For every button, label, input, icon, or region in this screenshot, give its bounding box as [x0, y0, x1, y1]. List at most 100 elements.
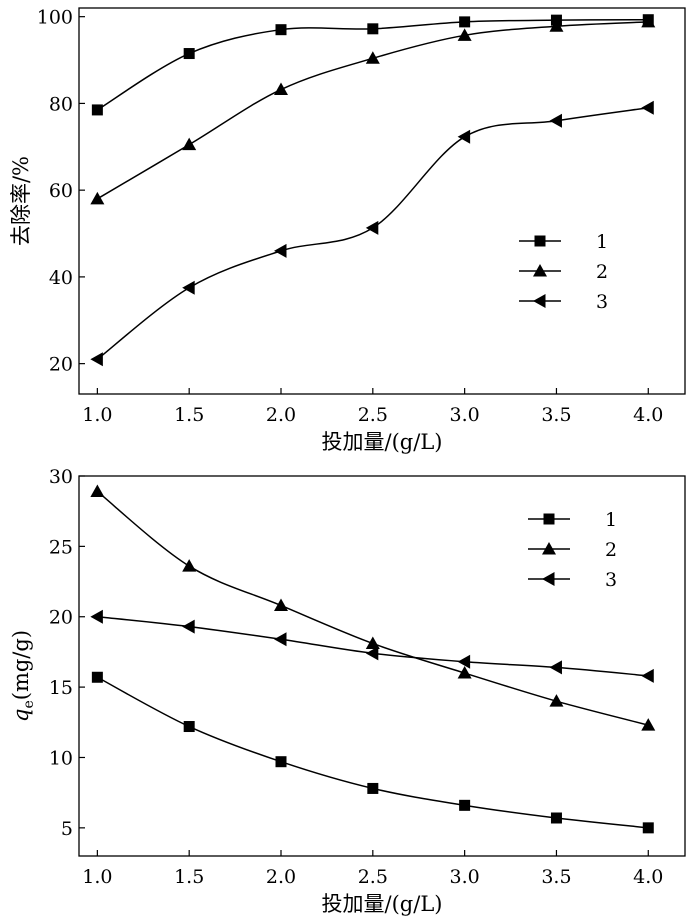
adsorption-capacity-chart: 1.0 1.5 2.0 2.5 3.0 3.5 4.0 5 10 15 20 25 30 投加量/(g/L… — [9, 466, 686, 916]
legend-label: 2 — [596, 261, 608, 283]
series-1-point — [91, 671, 103, 683]
legend-label: 3 — [605, 569, 617, 591]
y-axis-title: 去除率/% — [9, 156, 33, 246]
y-tick-label: 20 — [49, 354, 73, 376]
series-1-point — [642, 822, 654, 834]
series-3-point — [182, 619, 195, 634]
series-1-point — [367, 23, 379, 35]
legend-marker — [543, 513, 555, 525]
series-2-point — [274, 82, 288, 96]
series-3-point — [182, 280, 195, 295]
series-2-point — [549, 19, 564, 32]
series-2 — [90, 484, 656, 731]
legend-label: 1 — [596, 231, 608, 253]
series-2-point — [365, 51, 380, 64]
series-3-point — [274, 632, 287, 647]
y-tick-label: 30 — [49, 466, 73, 488]
series-2-point — [90, 484, 105, 497]
legend-item-3: 3 — [528, 569, 617, 591]
legend-label: 3 — [596, 291, 608, 313]
series-2-line — [96, 490, 649, 726]
series-3-point — [274, 243, 287, 258]
series-2-line — [96, 21, 649, 200]
series-2-point — [457, 666, 472, 679]
series-2-point — [549, 694, 564, 707]
plot-frame — [78, 475, 686, 857]
series-1-point — [275, 24, 287, 36]
y-tick-label: 10 — [49, 747, 73, 769]
y-tick-label: 15 — [49, 677, 73, 699]
series-2-point — [182, 137, 197, 151]
legend-item-3: 3 — [519, 291, 608, 313]
series-2-point — [182, 559, 197, 572]
series-3-point — [549, 113, 562, 128]
series-3-line — [96, 107, 649, 360]
x-tick-label: 2.5 — [358, 866, 388, 888]
series-3-point — [365, 220, 379, 235]
legend-marker — [542, 542, 556, 555]
x-tick-label: 2.0 — [266, 404, 296, 426]
y-tick-label: 60 — [49, 180, 73, 202]
series-3-point — [457, 129, 471, 144]
series-3-point — [641, 100, 654, 115]
series-3-point — [90, 352, 103, 367]
series-3 — [90, 609, 654, 683]
series-1 — [91, 671, 654, 834]
series-2 — [90, 14, 656, 205]
y-axis-title: qe(mg/g) — [9, 630, 37, 722]
x-tick-label: 1.5 — [174, 404, 204, 426]
series-1-point — [91, 104, 103, 116]
legend-item-2: 2 — [519, 261, 608, 283]
series-3-point — [549, 660, 562, 675]
y-tick-label: 20 — [49, 607, 73, 629]
series-2-point — [457, 28, 472, 41]
x-axis-title: 投加量/(g/L) — [322, 430, 443, 454]
x-tick-label: 2.0 — [266, 866, 296, 888]
removal-rate-chart: 1.0 1.5 2.0 2.5 3.0 3.5 4.0 20 40 60 80 100 投加量/(g/L… — [9, 7, 686, 454]
x-tick-label: 3.0 — [450, 404, 480, 426]
series-1-point — [459, 16, 471, 28]
series-1-point — [550, 812, 562, 824]
series-1 — [91, 14, 654, 116]
x-tick-label: 4.0 — [633, 866, 663, 888]
series-2-point — [641, 718, 656, 731]
series-1-point — [367, 782, 379, 794]
y-tick-label: 5 — [61, 818, 73, 840]
x-tick-label: 1.0 — [82, 404, 112, 426]
y-tick-label: 25 — [49, 536, 73, 558]
legend-marker — [534, 235, 546, 247]
series-1-point — [183, 721, 195, 733]
series-3-point — [457, 654, 471, 669]
legend-marker — [533, 294, 546, 308]
x-tick-label: 3.0 — [450, 866, 480, 888]
x-tick-label: 3.5 — [541, 404, 571, 426]
y-axis-title-unit: (mg/g) — [9, 630, 33, 700]
series-3 — [90, 100, 654, 367]
series-2-point — [274, 598, 288, 611]
legend-item-1: 1 — [519, 231, 608, 253]
y-axis-title-symbol: q — [9, 709, 33, 722]
series-2-point — [90, 191, 105, 205]
legend-marker — [542, 572, 555, 586]
series-2-point — [641, 14, 656, 28]
legend-item-1: 1 — [528, 509, 617, 531]
y-tick-label: 40 — [49, 267, 73, 289]
x-tick-label: 3.5 — [541, 866, 571, 888]
series-3-point — [641, 668, 654, 683]
x-tick-label: 2.5 — [358, 404, 388, 426]
legend-marker — [533, 264, 547, 277]
legend-label: 2 — [605, 539, 617, 561]
series-1-point — [183, 48, 195, 60]
x-tick-label: 1.0 — [82, 866, 112, 888]
y-axis-title-subscript: e — [21, 700, 37, 708]
x-axis-title: 投加量/(g/L) — [322, 892, 443, 916]
series-1-line — [97, 676, 649, 829]
series-3-point — [365, 646, 379, 661]
plot-frame — [78, 7, 686, 395]
x-tick-label: 1.5 — [174, 866, 204, 888]
series-1-point — [459, 799, 471, 811]
series-2-point — [365, 636, 380, 649]
series-3-point — [90, 609, 103, 624]
y-tick-label: 100 — [37, 7, 73, 29]
